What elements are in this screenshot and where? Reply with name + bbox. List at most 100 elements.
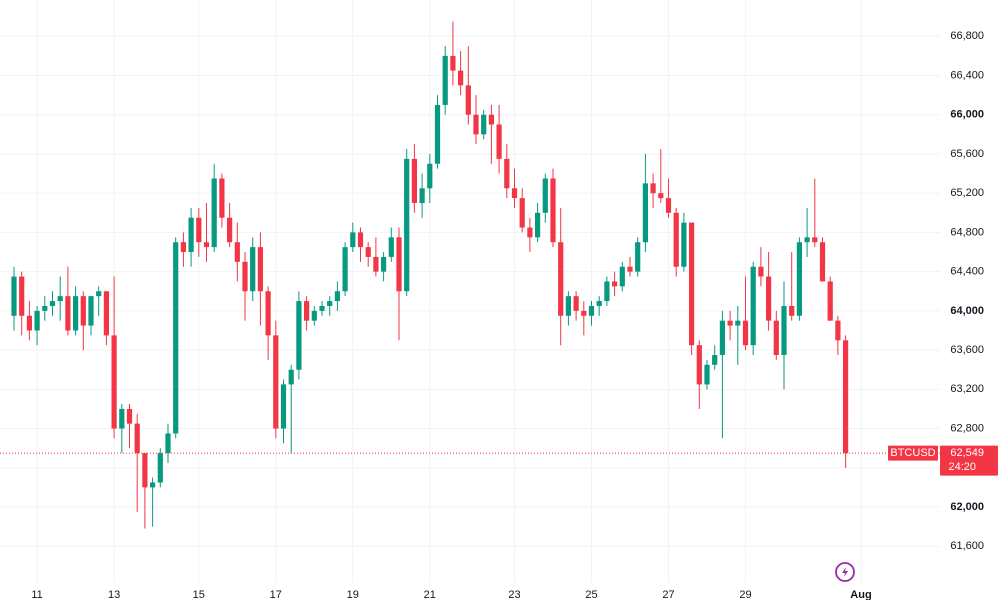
brand-icon <box>835 562 855 582</box>
candle-body <box>242 261 248 292</box>
x-tick-label: 21 <box>424 589 436 600</box>
candle-body <box>612 281 618 287</box>
x-tick-label: 11 <box>31 589 42 600</box>
candle-body <box>381 256 387 272</box>
candle-body <box>234 242 240 262</box>
candle-body <box>665 198 672 213</box>
candle-body <box>319 305 325 311</box>
price-label: 62,549 <box>950 447 984 459</box>
candle-body <box>627 266 633 272</box>
candle-body <box>126 408 133 424</box>
candle-body <box>26 315 32 331</box>
candle-body <box>203 242 210 248</box>
candle-body <box>719 320 725 355</box>
candle-body <box>334 291 340 302</box>
candle-body <box>88 296 94 326</box>
candle-body <box>327 301 333 306</box>
candle-body <box>796 242 802 316</box>
candle-body <box>789 305 795 316</box>
candle-body <box>758 266 764 277</box>
candle-body <box>535 212 541 238</box>
candle-body <box>42 305 48 311</box>
candle-body <box>458 70 464 86</box>
candle-body <box>342 247 348 292</box>
candle-body <box>434 104 441 164</box>
candle-body <box>119 408 125 429</box>
candle-body <box>650 183 656 194</box>
candle-body <box>196 217 202 243</box>
x-tick-label: 13 <box>108 589 120 600</box>
candle-body <box>819 242 826 282</box>
candle-body <box>712 354 718 365</box>
x-tick-label: 15 <box>193 589 205 600</box>
candle-body <box>558 242 564 316</box>
y-tick-label: 62,800 <box>950 422 984 434</box>
candle-body <box>696 345 702 385</box>
candle-body <box>150 482 156 488</box>
candle-body <box>188 217 194 253</box>
candle-body <box>750 266 756 346</box>
y-tick-label: 66,000 <box>950 109 984 121</box>
candle-body <box>442 55 448 105</box>
candle-body <box>396 237 402 292</box>
candle-body <box>427 163 433 189</box>
candle-body <box>812 237 818 243</box>
candle-body <box>673 212 679 267</box>
candle-body <box>727 320 733 326</box>
candle-body <box>735 320 741 326</box>
candle-body <box>827 281 833 321</box>
candle-body <box>619 266 625 287</box>
y-tick-label: 63,600 <box>950 344 984 356</box>
y-tick-label: 64,800 <box>950 226 984 238</box>
candle-body <box>19 276 25 316</box>
x-tick-label: 27 <box>662 589 674 600</box>
y-tick-label: 65,600 <box>950 148 984 160</box>
candle-body <box>265 291 271 336</box>
candle-body <box>311 310 317 321</box>
candle-body <box>689 222 695 346</box>
x-tick-label: 25 <box>585 589 597 600</box>
candle-body <box>704 364 710 385</box>
x-tick-label: 19 <box>347 589 359 600</box>
candle-body <box>373 256 379 272</box>
candle-body <box>173 242 179 434</box>
candle-body <box>96 291 102 297</box>
candle-body <box>65 296 71 331</box>
candle-body <box>103 291 109 336</box>
y-tick-label: 66,400 <box>950 69 984 81</box>
candle-body <box>257 247 263 292</box>
candle-body <box>165 433 171 454</box>
x-tick-label: 23 <box>508 589 520 600</box>
candle-body <box>781 305 787 355</box>
candle-body <box>742 320 749 346</box>
candle-body <box>465 85 471 115</box>
candle-body <box>581 310 587 316</box>
candle-body <box>357 232 364 248</box>
candle-body <box>681 222 687 267</box>
candle-body <box>488 114 494 125</box>
candle-body <box>804 237 810 243</box>
candle-body <box>588 305 595 316</box>
candle-body <box>350 232 356 248</box>
candle-body <box>527 227 533 238</box>
candle-body <box>157 453 163 483</box>
candle-body <box>658 193 664 199</box>
candle-body <box>219 178 225 218</box>
candle-body <box>773 320 779 355</box>
candle-body <box>80 296 86 326</box>
y-tick-label: 62,000 <box>950 501 984 513</box>
candle-body <box>511 188 518 199</box>
candle-body <box>573 296 579 311</box>
candle-body <box>450 55 456 71</box>
candle-body <box>642 183 648 243</box>
candle-body <box>542 178 548 213</box>
y-tick-label: 63,200 <box>950 383 984 395</box>
candle-body <box>227 217 233 243</box>
candle-body <box>296 301 302 370</box>
candle-body <box>388 237 394 257</box>
symbol-tag <box>888 445 938 461</box>
candle-body <box>250 247 256 292</box>
y-tick-label: 66,800 <box>950 30 984 42</box>
x-tick-label: Aug <box>850 589 871 600</box>
